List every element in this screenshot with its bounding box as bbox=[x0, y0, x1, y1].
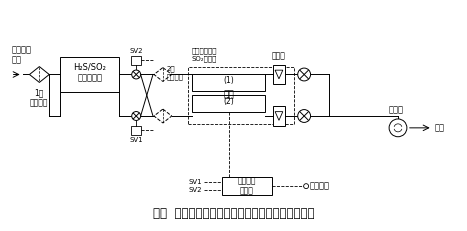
Circle shape bbox=[298, 109, 311, 122]
Bar bbox=[222, 177, 271, 195]
Text: H₂S/SO₂
コンバータ: H₂S/SO₂ コンバータ bbox=[73, 63, 106, 82]
Bar bbox=[188, 67, 294, 124]
Text: SV2: SV2 bbox=[129, 48, 143, 54]
Text: 2次
フィルタ: 2次 フィルタ bbox=[167, 65, 184, 80]
Circle shape bbox=[132, 112, 141, 120]
Text: セル: セル bbox=[223, 91, 234, 100]
Bar bbox=[131, 126, 141, 135]
Text: (1): (1) bbox=[223, 76, 234, 85]
Bar bbox=[192, 75, 265, 91]
Text: 図６  赤外線吸収法による硫化水素計測器の原理図: 図６ 赤外線吸収法による硫化水素計測器の原理図 bbox=[153, 207, 314, 220]
Polygon shape bbox=[154, 68, 172, 81]
Text: SV2: SV2 bbox=[189, 187, 202, 193]
Text: 流量計: 流量計 bbox=[272, 52, 286, 61]
Text: SV1: SV1 bbox=[129, 137, 143, 143]
Bar bbox=[192, 95, 265, 112]
Circle shape bbox=[304, 184, 309, 188]
Polygon shape bbox=[275, 112, 283, 120]
Text: SV1: SV1 bbox=[189, 179, 202, 185]
Text: (2): (2) bbox=[223, 97, 234, 106]
Circle shape bbox=[298, 68, 311, 81]
Text: 保持差分
演算器: 保持差分 演算器 bbox=[238, 176, 256, 196]
Polygon shape bbox=[29, 67, 49, 82]
Text: 高感度赤外線
SO₂分析計: 高感度赤外線 SO₂分析計 bbox=[191, 47, 217, 62]
Text: 1次
フィルタ: 1次 フィルタ bbox=[30, 88, 49, 108]
Text: 出力信号: 出力信号 bbox=[310, 182, 330, 191]
Bar bbox=[273, 65, 285, 84]
Bar bbox=[131, 56, 141, 65]
Polygon shape bbox=[275, 70, 283, 79]
Polygon shape bbox=[154, 109, 172, 123]
Text: 排気: 排気 bbox=[435, 123, 445, 132]
Circle shape bbox=[389, 119, 407, 137]
Circle shape bbox=[132, 70, 141, 79]
Bar bbox=[60, 57, 120, 92]
Text: ポンプ: ポンプ bbox=[389, 105, 403, 114]
Text: 試料ガス
入口: 試料ガス 入口 bbox=[12, 45, 32, 65]
Bar bbox=[273, 106, 285, 126]
